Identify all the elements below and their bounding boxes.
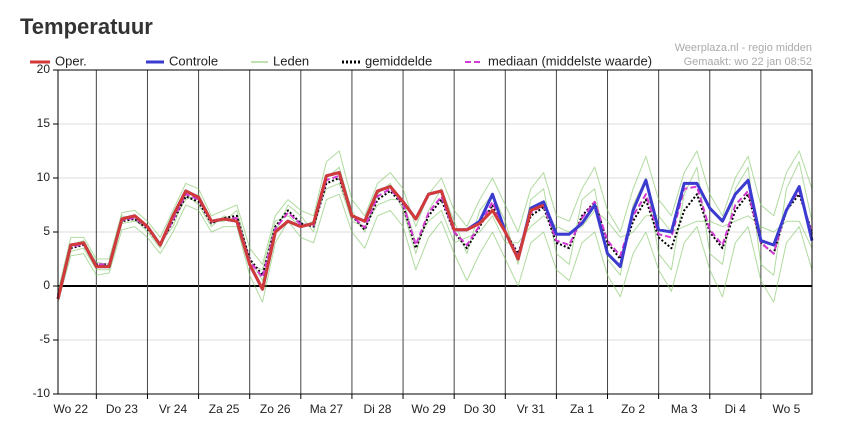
series-line	[56, 171, 545, 300]
legend-label: mediaan (middelste waarde)	[488, 53, 652, 68]
member-line	[57, 161, 813, 295]
x-tick-label: Do 30	[464, 402, 496, 416]
x-tick-label: Vr 31	[517, 402, 546, 416]
plot-frame	[57, 69, 813, 395]
y-tick-label: 10	[37, 170, 51, 184]
x-tick-label: Do 23	[106, 402, 138, 416]
y-tick-label: 5	[43, 224, 50, 238]
y-tick-label: 15	[37, 116, 51, 130]
legend-label: Oper.	[55, 53, 87, 68]
x-tick-label: Ma 3	[671, 402, 698, 416]
y-tick-label: -10	[33, 386, 51, 400]
series-line	[57, 177, 813, 295]
member-line	[57, 150, 813, 292]
x-tick-label: Za 25	[209, 402, 240, 416]
y-tick-label: -5	[39, 332, 50, 346]
x-tick-label: Zo 26	[260, 402, 291, 416]
y-tick-label: 0	[43, 278, 50, 292]
x-tick-label: Za 1	[570, 402, 594, 416]
x-tick-label: Ma 27	[310, 402, 344, 416]
legend-label: Leden	[273, 53, 309, 68]
series-line	[57, 174, 813, 296]
legend-label: Controle	[169, 53, 218, 68]
x-tick-label: Wo 22	[54, 402, 89, 416]
created: Gemaakt: wo 22 jan 08:52	[684, 56, 812, 68]
y-tick-label: 20	[37, 62, 51, 76]
chart-title: Temperatuur	[20, 14, 153, 39]
legend-label: gemiddelde	[365, 53, 432, 68]
x-tick-label: Wo 29	[411, 402, 446, 416]
x-tick-label: Di 4	[725, 402, 747, 416]
x-tick-label: Di 28	[363, 402, 391, 416]
member-line	[57, 193, 813, 303]
source: Weerplaza.nl - regio midden	[675, 42, 812, 54]
x-tick-label: Zo 2	[621, 402, 645, 416]
x-tick-label: Wo 5	[773, 402, 801, 416]
x-tick-label: Vr 24	[159, 402, 188, 416]
